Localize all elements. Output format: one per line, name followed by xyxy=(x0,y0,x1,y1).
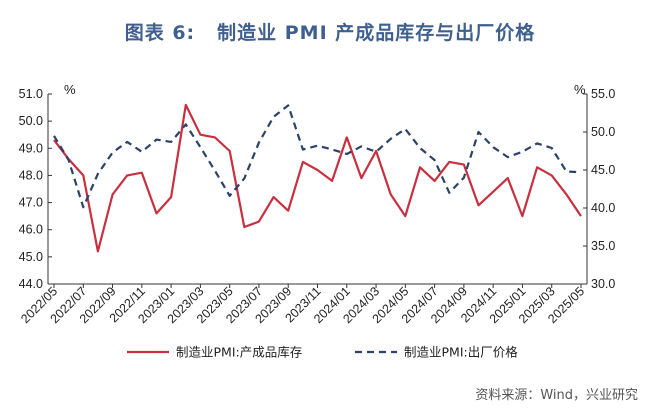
source-note: 资料来源：Wind，兴业研究 xyxy=(475,388,638,403)
right-axis-unit: % xyxy=(574,82,586,97)
figure-title: 制造业 PMI 产成品库存与出厂价格 xyxy=(217,22,536,44)
legend-label-1: 制造业PMI:产成品库存 xyxy=(176,345,302,360)
right-tick-label: 55.0 xyxy=(591,87,615,101)
left-tick-label: 48.0 xyxy=(19,168,43,182)
chart-axes xyxy=(47,93,588,288)
left-tick-label: 44.0 xyxy=(19,277,43,291)
chart-title: 图表 6: 制造业 PMI 产成品库存与出厂价格 xyxy=(0,18,660,45)
right-tick-label: 50.0 xyxy=(591,125,615,139)
left-tick-label: 51.0 xyxy=(19,87,43,101)
left-tick-label: 46.0 xyxy=(19,223,43,237)
right-tick-label: 30.0 xyxy=(591,277,615,291)
right-tick-label: 35.0 xyxy=(591,239,615,253)
left-tick-label: 47.0 xyxy=(19,196,43,210)
right-tick-label: 40.0 xyxy=(591,201,615,215)
left-tick-label: 49.0 xyxy=(19,141,43,155)
left-tick-label: 50.0 xyxy=(19,114,43,128)
series-line-1 xyxy=(53,103,582,253)
left-tick-label: 45.0 xyxy=(19,250,43,264)
series-line-2 xyxy=(53,104,582,209)
chart-legend: 制造业PMI:产成品库存 制造业PMI:出厂价格 xyxy=(127,345,518,360)
left-axis-unit: % xyxy=(64,82,76,97)
right-tick-label: 45.0 xyxy=(591,163,615,177)
chart-series xyxy=(53,103,582,253)
legend-label-2: 制造业PMI:出厂价格 xyxy=(404,345,518,360)
figure-label: 图表 6: xyxy=(124,22,196,44)
